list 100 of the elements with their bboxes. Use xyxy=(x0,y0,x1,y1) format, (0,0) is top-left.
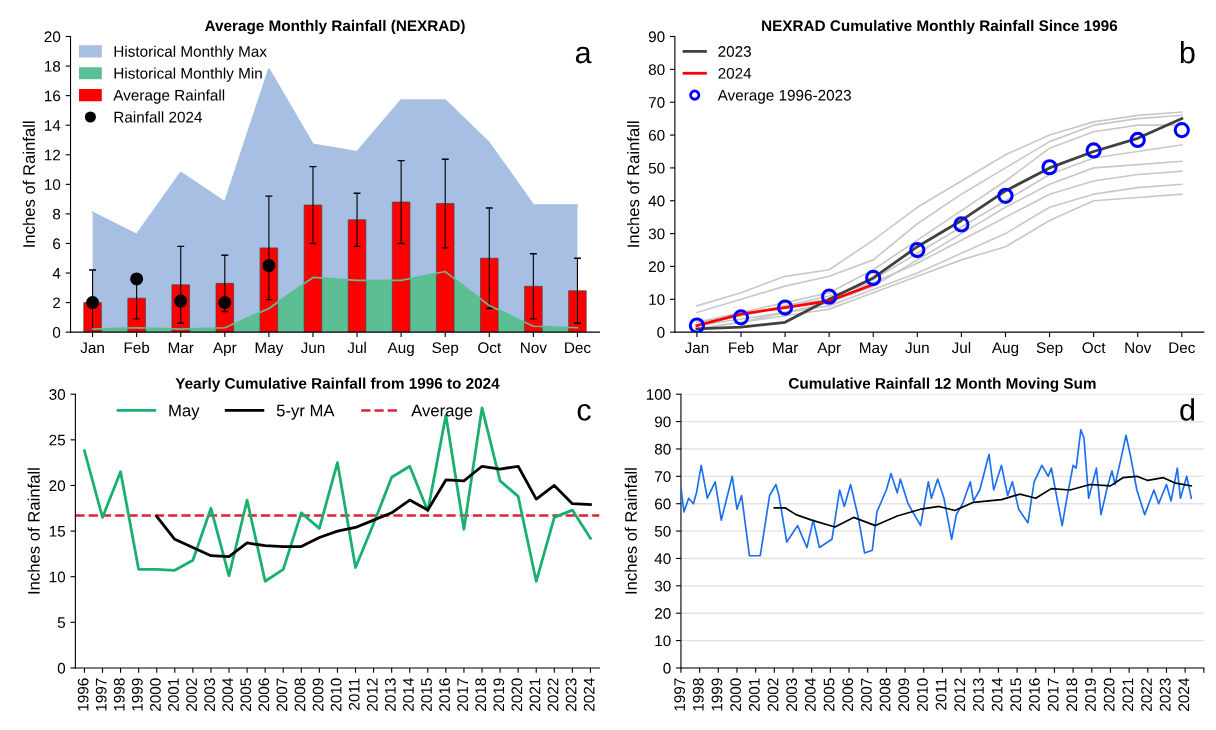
x-tick-label: 2023 xyxy=(565,678,577,711)
x-tick-label: 2019 xyxy=(493,678,505,711)
x-tick-label: 2008 xyxy=(879,678,891,711)
x-tick-label: Mar xyxy=(168,342,194,354)
y-tick-label: 80 xyxy=(654,443,671,455)
y-tick-label: 10 xyxy=(44,179,61,191)
x-tick-label: 2022 xyxy=(547,678,559,711)
x-tick-label: 2015 xyxy=(1010,678,1022,711)
chart-title: Average Monthly Rainfall (NEXRAD) xyxy=(204,19,465,35)
x-tick-label: 2007 xyxy=(860,678,872,711)
x-tick-label: 2000 xyxy=(150,678,161,711)
x-tick-label: Apr xyxy=(212,342,237,357)
x-tick-label: 2009 xyxy=(312,678,324,711)
y-tick-label: 70 xyxy=(648,97,665,108)
x-tick-label: 2023 xyxy=(1159,678,1171,711)
y-tick-label: 0 xyxy=(57,662,66,674)
x-tick-label: Feb xyxy=(124,341,150,354)
x-tick-label: 2018 xyxy=(475,678,487,711)
y-tick-label: 80 xyxy=(648,64,665,76)
y-tick-label: 0 xyxy=(52,327,61,338)
x-tick-label: 2015 xyxy=(421,678,432,711)
y-tick-label: 8 xyxy=(52,208,61,220)
legend-label: May xyxy=(169,404,200,420)
chart-title: Cumulative Rainfall 12 Month Moving Sum xyxy=(788,377,1096,392)
x-tick-label: 2024 xyxy=(1178,678,1190,711)
x-tick-label: Jun xyxy=(300,342,325,354)
x-tick-label: 1998 xyxy=(113,678,125,711)
y-tick-label: 20 xyxy=(44,31,61,43)
x-tick-label: 2001 xyxy=(168,678,179,711)
legend-label: 5-yr MA xyxy=(276,404,335,420)
x-tick-label: 1999 xyxy=(131,678,143,711)
y-tick-label: 40 xyxy=(648,195,665,207)
y-tick-label: 18 xyxy=(44,60,61,72)
y-tick-label: 0 xyxy=(663,662,671,674)
y-tick-label: 20 xyxy=(655,608,671,619)
x-tick-label: 2022 xyxy=(1141,678,1152,711)
legend-label: Average xyxy=(411,404,473,420)
x-tick-label: 2019 xyxy=(1085,678,1096,711)
legend-label: Average 1996-2023 xyxy=(717,89,851,104)
x-tick-label: 2001 xyxy=(748,678,760,711)
x-tick-label: 2004 xyxy=(804,678,816,711)
y-tick-label: 10 xyxy=(649,294,665,305)
annotation: c xyxy=(577,404,591,421)
y-tick-label: 20 xyxy=(49,480,66,492)
x-tick-label: 2021 xyxy=(529,678,541,711)
x-tick-label: Mar xyxy=(773,342,798,354)
x-tick-label: Jul xyxy=(347,341,366,354)
y-tick-label: 4 xyxy=(52,268,61,279)
annotation: a xyxy=(575,46,592,64)
x-tick-label: 2006 xyxy=(842,678,854,711)
y-tick-label: 30 xyxy=(648,228,665,240)
annotation: d xyxy=(1180,398,1195,421)
y-tick-label: 12 xyxy=(44,149,61,161)
x-tick-label: 2016 xyxy=(439,678,450,711)
x-tick-label: 2017 xyxy=(457,678,469,711)
x-tick-label: 1997 xyxy=(95,678,107,711)
y-tick-label: 5 xyxy=(57,617,66,629)
y-axis-title: Inches of Rainfall xyxy=(22,121,35,247)
x-tick-label: 2002 xyxy=(767,678,779,711)
x-tick-label: 2006 xyxy=(258,678,270,711)
x-tick-label: Feb xyxy=(729,341,754,354)
x-tick-label: 1999 xyxy=(711,678,723,711)
x-tick-label: 2017 xyxy=(1047,678,1059,711)
y-tick-label: 100 xyxy=(646,389,671,400)
x-tick-label: Oct xyxy=(1082,342,1106,354)
x-tick-label: 2013 xyxy=(384,678,396,711)
x-tick-label: 2002 xyxy=(186,678,197,711)
x-tick-label: Jun xyxy=(905,342,929,354)
x-tick-label: Oct xyxy=(478,342,502,354)
y-tick-label: 20 xyxy=(648,261,665,273)
x-tick-label: 2010 xyxy=(917,678,928,711)
y-axis-title: Inches of Rainfall xyxy=(27,468,40,594)
x-tick-label: Nov xyxy=(1125,342,1152,354)
x-tick-label: 2011 xyxy=(348,678,360,710)
x-tick-label: 2021 xyxy=(1122,678,1134,711)
x-tick-label: 2005 xyxy=(240,678,252,711)
y-tick-label: 6 xyxy=(53,238,61,250)
x-tick-label: 2012 xyxy=(954,678,966,711)
legend-label: Historical Monthly Max xyxy=(114,45,267,60)
x-tick-label: 1997 xyxy=(674,678,686,711)
x-tick-label: 2014 xyxy=(403,678,414,711)
y-tick-label: 90 xyxy=(654,416,671,428)
x-tick-label: 2024 xyxy=(583,678,595,711)
y-tick-label: 60 xyxy=(648,129,665,141)
y-tick-label: 10 xyxy=(49,571,66,583)
x-tick-label: Jul xyxy=(951,341,971,354)
x-tick-label: 2008 xyxy=(294,678,306,711)
y-tick-label: 0 xyxy=(657,327,665,338)
y-tick-label: 25 xyxy=(49,434,66,446)
y-tick-label: 60 xyxy=(655,498,671,510)
y-tick-label: 10 xyxy=(655,635,671,647)
x-tick-label: 2005 xyxy=(823,678,835,711)
x-tick-label: 1996 xyxy=(77,678,89,711)
x-tick-label: May xyxy=(255,342,284,357)
legend-label: Rainfall 2024 xyxy=(114,111,203,123)
x-tick-label: Dec xyxy=(1169,342,1195,354)
x-tick-label: Jan xyxy=(80,342,104,354)
x-tick-label: 2000 xyxy=(730,678,742,711)
annotation: b xyxy=(1180,40,1195,64)
y-tick-label: 50 xyxy=(648,162,665,174)
